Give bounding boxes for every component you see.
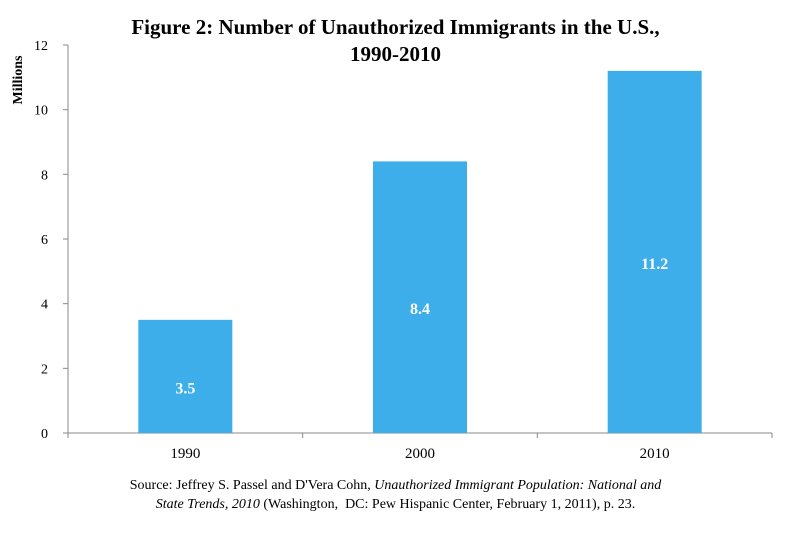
bar-1990 xyxy=(138,319,233,433)
y-tick-label: 4 xyxy=(41,298,48,313)
chart-title: Figure 2: Number of Unauthorized Immigra… xyxy=(0,14,791,68)
y-tick-label: 12 xyxy=(34,39,48,54)
source-line-2: State Trends, 2010 (Washington, DC: Pew … xyxy=(0,495,791,514)
y-tick-label: 0 xyxy=(41,427,48,442)
y-axis-label: Millions xyxy=(11,55,26,105)
source-title-italic-1: Unauthorized Immigrant Population: Natio… xyxy=(374,478,662,493)
chart-title-line-2: 1990-2010 xyxy=(350,42,441,66)
x-tick-label: 2010 xyxy=(640,446,670,462)
bar-2010 xyxy=(607,70,702,433)
bar-2000 xyxy=(373,161,467,433)
bar-data-label: 3.5 xyxy=(175,380,195,397)
source-note: Source: Jeffrey S. Passel and D'Vera Coh… xyxy=(0,476,791,514)
bar-chart: Millions 0 2 4 6 8 10 12 3.5 1990 8.4 2000 11.2 2010 xyxy=(11,39,773,462)
y-tick-label: 10 xyxy=(34,104,48,119)
y-tick-label: 6 xyxy=(41,233,48,248)
source-suffix: (Washington, DC: Pew Hispanic Center, Fe… xyxy=(259,497,636,512)
x-tick-label: 1990 xyxy=(170,446,200,462)
x-tick-label: 2000 xyxy=(405,446,435,462)
source-line-1: Source: Jeffrey S. Passel and D'Vera Coh… xyxy=(0,476,791,495)
bar-data-label: 8.4 xyxy=(410,301,430,318)
source-prefix: Source: Jeffrey S. Passel and D'Vera Coh… xyxy=(129,478,375,493)
y-tick-label: 2 xyxy=(41,362,48,377)
bar-data-label: 11.2 xyxy=(641,256,668,273)
tick-labels: 0 2 4 6 8 10 12 3.5 1990 8.4 2000 11.2 2010 xyxy=(34,39,670,462)
chart-title-line-1: Figure 2: Number of Unauthorized Immigra… xyxy=(131,15,660,39)
bars xyxy=(138,70,702,433)
source-title-italic-2: State Trends, 2010 xyxy=(155,497,260,512)
y-axis-label-group: Millions xyxy=(11,55,26,105)
y-tick-label: 8 xyxy=(41,168,48,183)
